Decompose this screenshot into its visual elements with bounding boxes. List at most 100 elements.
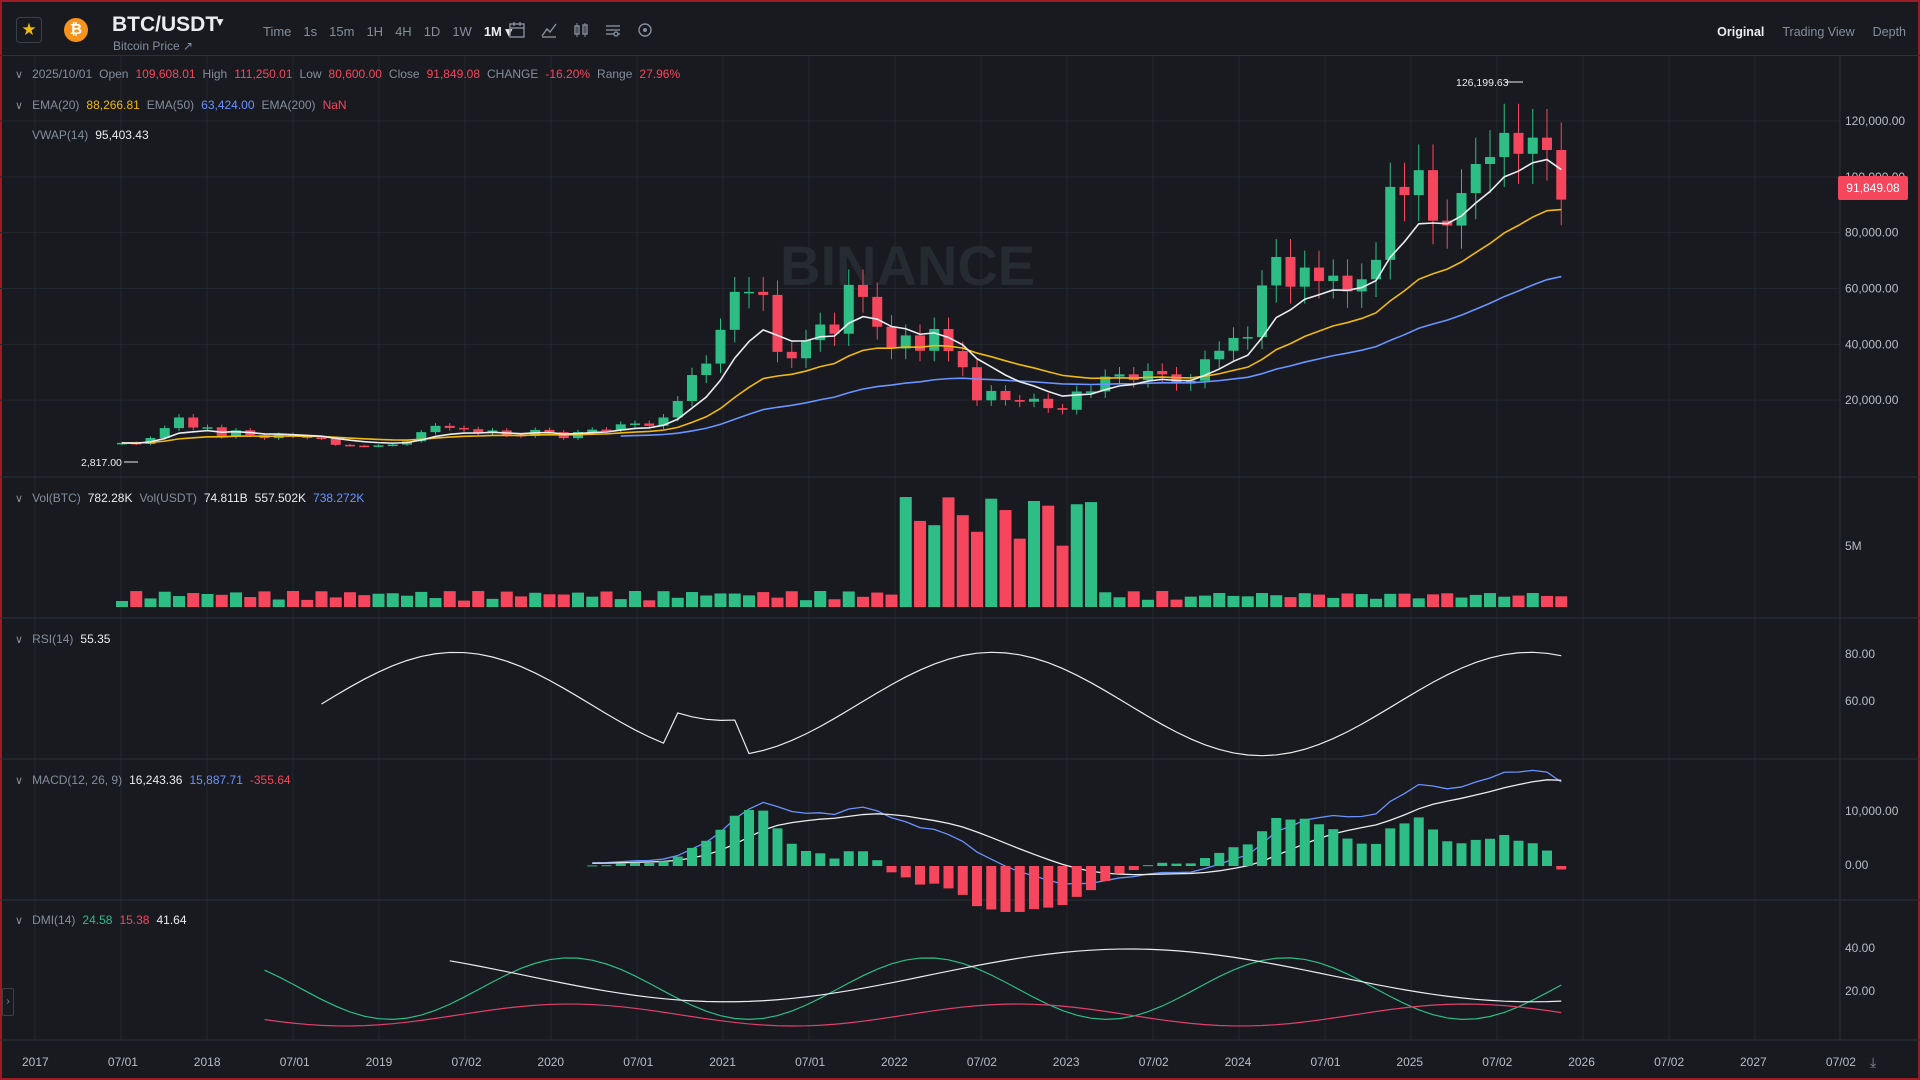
macd-hist-bar — [1071, 866, 1082, 897]
volume-bar — [1127, 591, 1140, 607]
volume-bar — [1156, 591, 1169, 607]
time-tick-label: 2022 — [881, 1055, 908, 1069]
collapse-chevron-icon[interactable]: ∨ — [15, 68, 24, 81]
candle-body — [972, 367, 982, 401]
macd-hist-bar — [972, 866, 982, 907]
macd-hist-bar — [1271, 817, 1282, 866]
volume-bar — [871, 592, 884, 607]
volume-bar — [1313, 594, 1325, 607]
volume-bar — [1085, 502, 1097, 607]
pair-dropdown-icon[interactable]: ▼ — [214, 15, 226, 29]
candle-body — [786, 351, 797, 359]
max-price-annotation: 126,199.63 — [1456, 77, 1509, 89]
candle-body — [1157, 370, 1168, 375]
side-panel-handle-icon[interactable]: › — [2, 988, 14, 1016]
candle-body — [872, 296, 883, 327]
interval-1m[interactable]: 1M ▾ — [483, 24, 513, 39]
dmi-pdi-line — [264, 957, 1562, 1021]
dmi-pdi-value: 24.58 — [82, 913, 113, 927]
candle-body — [1428, 170, 1438, 221]
macd-hist-bar — [1242, 844, 1253, 866]
time-tick-label: 2021 — [709, 1055, 736, 1069]
candle-body — [615, 424, 626, 431]
collapse-chevron-icon[interactable]: ∨ — [15, 774, 24, 787]
macd-hist-bar — [1399, 823, 1410, 866]
view-trading-view[interactable]: Trading View — [1782, 25, 1855, 39]
volume-bar — [1241, 596, 1254, 607]
candle-body — [174, 417, 184, 429]
candle-body — [601, 429, 612, 432]
time-tick-label: 07/01 — [795, 1055, 825, 1069]
macd-hist-bar — [1456, 843, 1467, 866]
view-original[interactable]: Original — [1717, 25, 1765, 39]
target-icon[interactable] — [636, 21, 654, 39]
volume-bar — [1256, 593, 1268, 607]
candle-body — [929, 328, 940, 351]
candle-body — [1071, 391, 1082, 410]
macd-hist-bar — [1356, 843, 1367, 866]
volume-bar — [173, 596, 185, 607]
collapse-chevron-icon[interactable]: ∨ — [15, 633, 24, 646]
pair-subtitle-link[interactable]: Bitcoin Price ↗ — [113, 39, 194, 53]
interval-4h[interactable]: 4H — [395, 24, 412, 39]
volume-bar — [1227, 595, 1240, 607]
macd-hist-bar — [1257, 831, 1267, 866]
volume-bar — [1370, 598, 1382, 607]
macd-hist-bar — [1086, 866, 1096, 891]
volume-bar — [572, 592, 584, 607]
macd-hist-bar — [1485, 838, 1495, 866]
candle-body — [202, 427, 213, 429]
price-tick-label: 120,000.00 — [1845, 114, 1905, 128]
volume-bar — [500, 591, 513, 607]
change-value: -16.20% — [545, 67, 591, 81]
favorite-star-icon[interactable]: ★ — [16, 17, 42, 43]
volume-bar — [743, 595, 755, 607]
time-tick-label: 2018 — [194, 1055, 221, 1069]
volume-bar — [985, 498, 998, 607]
volume-bar — [1170, 599, 1183, 607]
interval-1w[interactable]: 1W — [452, 24, 472, 39]
candle-body — [900, 335, 911, 349]
calendar-icon[interactable] — [508, 21, 526, 39]
view-depth[interactable]: Depth — [1872, 25, 1906, 39]
candle-body — [1271, 256, 1282, 286]
macd-label: MACD(12, 26, 9) — [32, 773, 123, 787]
collapse-chevron-icon[interactable]: ∨ — [15, 914, 24, 927]
candle-body — [1399, 186, 1410, 196]
view-switcher: Original Trading View Depth — [1717, 25, 1906, 39]
pair-title[interactable]: BTC/USDT — [112, 13, 219, 36]
indicator-icon[interactable] — [540, 21, 558, 39]
candle-body — [359, 445, 370, 448]
interval-1d[interactable]: 1D — [423, 24, 441, 39]
collapse-chevron-icon[interactable]: ∨ — [15, 492, 24, 505]
volume-bar — [885, 594, 898, 607]
volume-bar — [771, 597, 784, 607]
bitcoin-logo-icon: ₿ — [64, 18, 88, 42]
macd-hist-bar — [1057, 866, 1068, 905]
interval-1s[interactable]: 1s — [303, 24, 318, 39]
volume-bar — [144, 598, 157, 607]
macd-hist-bar — [1157, 862, 1168, 866]
dmi-adx-line — [449, 948, 1562, 1003]
time-tick-label: 07/02 — [1139, 1055, 1169, 1069]
collapse-chevron-icon[interactable]: ∨ — [15, 99, 24, 112]
candle-type-icon[interactable] — [572, 21, 590, 39]
dmi-label: DMI(14) — [32, 913, 76, 927]
macd-hist-bar — [587, 865, 598, 867]
interval-15m[interactable]: 15m — [329, 24, 355, 39]
volume-bar — [899, 497, 912, 607]
volume-bar — [1184, 596, 1197, 607]
candle-body — [772, 294, 783, 352]
candle-body — [188, 417, 199, 428]
rsi-tick-label: 60.00 — [1845, 694, 1875, 708]
interval-time[interactable]: Time — [263, 24, 292, 39]
settings-icon[interactable] — [604, 21, 622, 39]
macd-hist-bar — [1385, 828, 1396, 866]
volume-bar — [1099, 592, 1112, 607]
candle-body — [1086, 391, 1096, 393]
rsi-tick-label: 80.00 — [1845, 647, 1875, 661]
volume-bar — [315, 591, 328, 607]
interval-1h[interactable]: 1H — [366, 24, 384, 39]
candle-body — [430, 425, 441, 433]
